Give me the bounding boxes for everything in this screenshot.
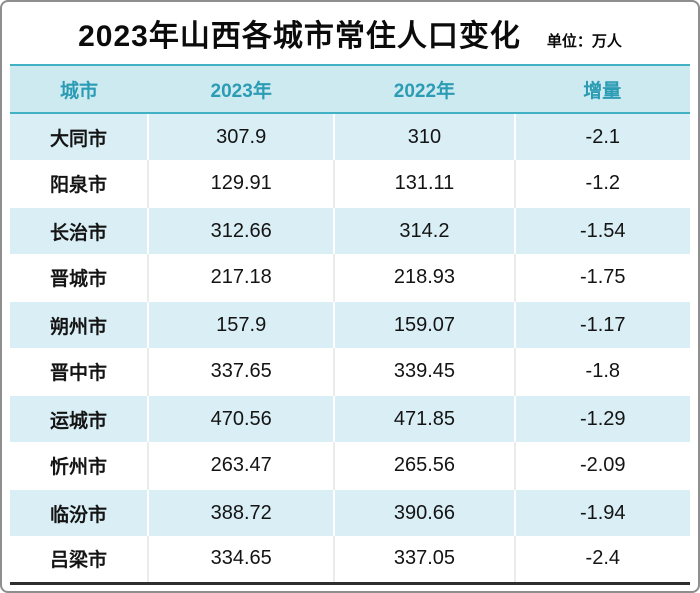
cell-2022-value: 131.11 bbox=[334, 160, 516, 207]
table-row: 阳泉市 129.91 131.11 -1.2 bbox=[10, 160, 690, 207]
cell-2023-value: 312.66 bbox=[148, 206, 336, 254]
page-title: 2023年山西各城市常住人口变化 bbox=[78, 20, 521, 53]
table-row: 朔州市 157.9 159.07 -1.17 bbox=[10, 300, 690, 348]
table-row: 长治市 312.66 314.2 -1.54 bbox=[10, 206, 690, 254]
cell-2023-value: 337.65 bbox=[148, 348, 336, 395]
table-header-row: 城市 2023年 2022年 增量 bbox=[10, 64, 690, 114]
cell-delta: -2.09 bbox=[579, 453, 626, 476]
column-header-city: 城市 bbox=[10, 64, 149, 114]
cell-2023-value: 470.56 bbox=[148, 394, 336, 442]
cell-2022-value: 390.66 bbox=[334, 488, 516, 536]
column-header-2022: 2022年 bbox=[334, 64, 515, 114]
column-header-delta: 增量 bbox=[514, 64, 690, 114]
cell-2022-value: 265.56 bbox=[334, 442, 516, 489]
column-header-2023: 2023年 bbox=[148, 64, 335, 114]
cell-delta: -1.75 bbox=[579, 265, 626, 288]
table-body: 大同市 307.9 310 -2.1 阳泉市 129.91 131.11 -1.… bbox=[10, 112, 690, 585]
cell-city: 长治市 bbox=[10, 206, 150, 254]
cell-2022-value: 218.93 bbox=[334, 254, 516, 301]
cell-delta: -2.1 bbox=[514, 112, 690, 160]
cell-city: 阳泉市 bbox=[10, 160, 150, 207]
cell-2022-value: 471.85 bbox=[334, 394, 516, 442]
table-row: 忻州市 263.47 265.56 -2.09 bbox=[10, 442, 690, 489]
table-row: 运城市 470.56 471.85 -1.29 bbox=[10, 394, 690, 442]
cell-2022-value: 310 bbox=[334, 112, 516, 160]
cell-city: 临汾市 bbox=[10, 488, 150, 536]
table-row: 吕梁市 334.65 337.05 -2.4 bbox=[10, 536, 690, 585]
cell-delta: -1.54 bbox=[514, 206, 690, 254]
cell-2022-value: 159.07 bbox=[334, 300, 516, 348]
cell-2023-value: 263.47 bbox=[148, 442, 336, 489]
table-row: 晋中市 337.65 339.45 -1.8 bbox=[10, 348, 690, 395]
cell-city: 朔州市 bbox=[10, 300, 150, 348]
cell-2023-value: 388.72 bbox=[148, 488, 336, 536]
cell-2023-value: 157.9 bbox=[148, 300, 336, 348]
cell-delta: -2.4 bbox=[514, 536, 690, 585]
cell-2022-value: 314.2 bbox=[334, 206, 516, 254]
table-row: 晋城市 217.18 218.93 -1.75 bbox=[10, 254, 690, 301]
cell-delta: -1.17 bbox=[514, 300, 690, 348]
title-bar: 2023年山西各城市常住人口变化 单位：万人 bbox=[10, 8, 690, 64]
cell-delta: -1.94 bbox=[514, 488, 690, 536]
cell-city: 忻州市 bbox=[10, 442, 150, 489]
cell-2023-value: 334.65 bbox=[148, 536, 336, 585]
cell-2023-value: 217.18 bbox=[148, 254, 336, 301]
cell-delta: -1.2 bbox=[585, 171, 620, 194]
cell-city: 运城市 bbox=[10, 394, 150, 442]
cell-delta: -1.29 bbox=[514, 394, 690, 442]
unit-label: 单位：万人 bbox=[546, 33, 622, 50]
table-row: 临汾市 388.72 390.66 -1.94 bbox=[10, 488, 690, 536]
cell-city: 大同市 bbox=[10, 112, 150, 160]
cell-delta: -1.8 bbox=[585, 359, 620, 382]
cell-city: 晋城市 bbox=[10, 254, 150, 301]
table-row: 大同市 307.9 310 -2.1 bbox=[10, 112, 690, 160]
cell-2022-value: 339.45 bbox=[334, 348, 516, 395]
cell-city: 晋中市 bbox=[10, 348, 150, 395]
cell-2023-value: 307.9 bbox=[148, 112, 336, 160]
cell-2023-value: 129.91 bbox=[148, 160, 336, 207]
cell-2022-value: 337.05 bbox=[334, 536, 516, 585]
population-table: 城市 2023年 2022年 增量 大同市 307.9 310 -2.1 阳泉市… bbox=[10, 64, 690, 585]
cell-city: 吕梁市 bbox=[10, 536, 150, 585]
